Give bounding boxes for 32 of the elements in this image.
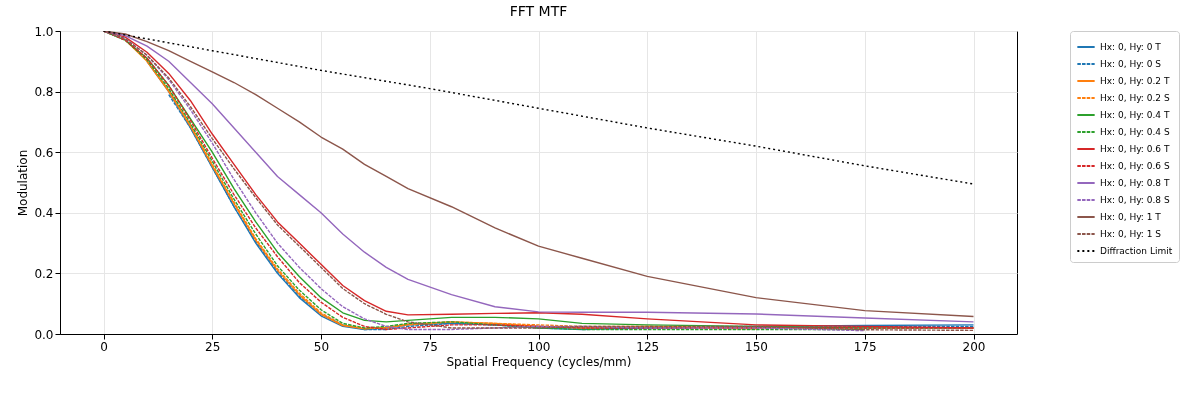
legend-label: Hx: 0, Hy: 1 T <box>1100 212 1162 222</box>
x-tick-label: 50 <box>313 339 330 354</box>
x-tick-label: 75 <box>422 339 438 354</box>
y-tick-label: 0.8 <box>34 85 54 100</box>
chart-title: FFT MTF <box>509 3 568 19</box>
legend-label: Hx: 0, Hy: 0.4 S <box>1100 127 1170 137</box>
y-tick-label: 0.6 <box>34 145 54 160</box>
legend-label: Hx: 0, Hy: 0.6 T <box>1100 144 1170 154</box>
legend-label: Hx: 0, Hy: 0 S <box>1100 59 1162 69</box>
x-tick-label: 100 <box>527 339 551 354</box>
y-tick-label: 0.0 <box>34 327 54 342</box>
x-tick-label: 25 <box>205 339 221 354</box>
legend-label: Hx: 0, Hy: 1 S <box>1100 229 1162 239</box>
y-axis-title: Modulation <box>16 149 31 217</box>
legend-label: Hx: 0, Hy: 0.8 S <box>1100 195 1170 205</box>
y-tick-label: 1.0 <box>34 24 54 39</box>
legend-label: Hx: 0, Hy: 0.2 T <box>1100 76 1170 86</box>
x-tick-label: 150 <box>745 339 768 354</box>
legend-label: Hx: 0, Hy: 0.4 T <box>1100 110 1170 120</box>
x-axis-title: Spatial Frequency (cycles/mm) <box>446 354 632 369</box>
y-tick-label: 0.4 <box>34 206 54 221</box>
legend-label: Hx: 0, Hy: 0.2 S <box>1100 93 1170 103</box>
legend-label: Hx: 0, Hy: 0.8 T <box>1100 178 1170 188</box>
x-tick-label: 125 <box>636 339 660 354</box>
x-tick-label: 175 <box>853 339 877 354</box>
line-series <box>102 31 975 185</box>
legend-label: Hx: 0, Hy: 0 T <box>1100 42 1162 52</box>
x-tick-label: 200 <box>962 339 986 354</box>
x-tick-label: 0 <box>100 339 108 354</box>
legend-label: Diffraction Limit <box>1100 246 1173 256</box>
legend-label: Hx: 0, Hy: 0.6 S <box>1100 161 1170 171</box>
y-tick-label: 0.2 <box>34 266 54 281</box>
